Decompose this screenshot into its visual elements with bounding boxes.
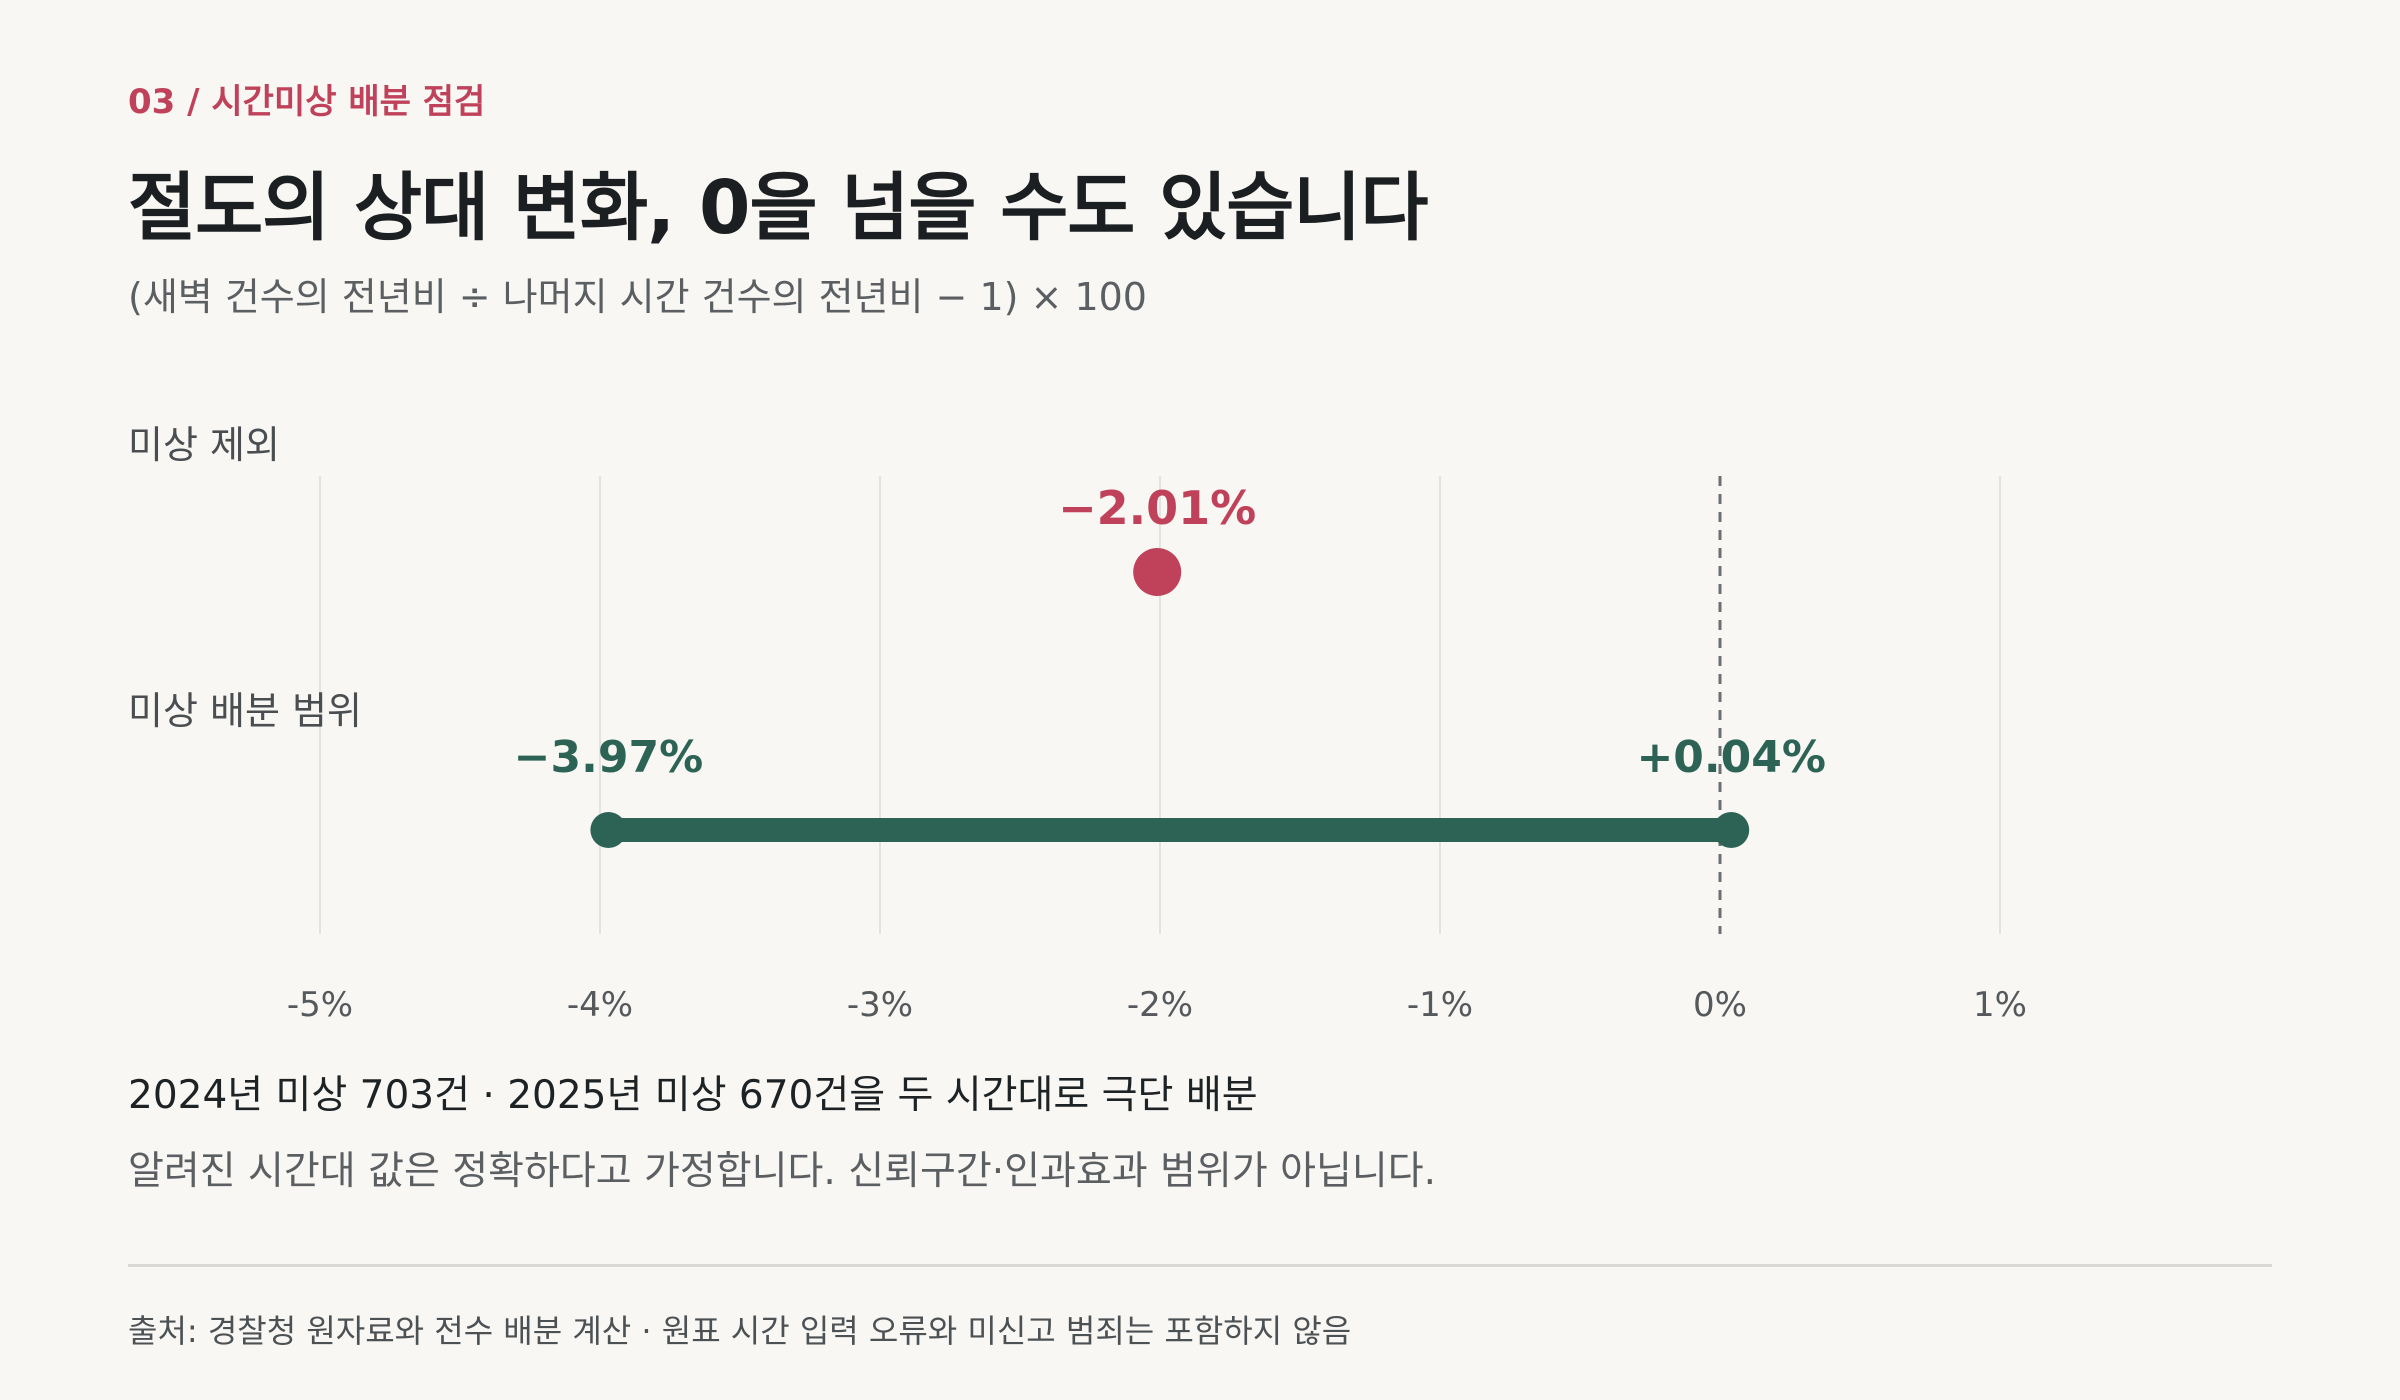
point-value-label: −2.01% xyxy=(1058,481,1256,535)
row-label: 미상 제외 xyxy=(128,423,280,467)
x-tick-label: -4% xyxy=(567,985,633,1025)
x-tick-label: -3% xyxy=(847,985,913,1025)
x-axis-ticks: -5% -4% -3% -2% -1% 0% 1% xyxy=(287,985,2027,1025)
range-min-label: −3.97% xyxy=(514,732,704,783)
x-tick-label: 0% xyxy=(1693,985,1747,1025)
grid-lines xyxy=(319,476,2001,934)
x-tick-label: -2% xyxy=(1127,985,1193,1025)
range-max-label: +0.04% xyxy=(1636,732,1826,783)
x-tick-label: -5% xyxy=(287,985,353,1025)
range-max-marker xyxy=(1713,812,1750,848)
footer-divider xyxy=(128,1264,2272,1267)
allocation-note: 2024년 미상 703건 · 2025년 미상 670건을 두 시간대로 극단… xyxy=(128,1073,1258,1118)
x-tick-label: -1% xyxy=(1407,985,1473,1025)
x-tick-label: 1% xyxy=(1973,985,2027,1025)
caveat-note: 알려진 시간대 값은 정확하다고 가정합니다. 신뢰구간·인과효과 범위가 아닙… xyxy=(128,1149,1437,1194)
point-marker xyxy=(1133,548,1182,596)
source-note: 출처: 경찰청 원자료와 전수 배분 계산 · 원표 시간 입력 오류와 미신고… xyxy=(128,1312,1352,1350)
section-kicker: 03 / 시간미상 배분 점검 xyxy=(128,82,486,122)
formula-subtitle: (새벽 건수의 전년비 ÷ 나머지 시간 건수의 전년비 − 1) × 100 xyxy=(128,275,1147,319)
range-min-marker xyxy=(590,812,627,848)
chart-marks: −2.01% −3.97% +0.04% xyxy=(514,481,1826,848)
row-label: 미상 배분 범위 xyxy=(128,689,362,733)
page-title: 절도의 상대 변화, 0을 넘을 수도 있습니다 xyxy=(128,165,1428,251)
